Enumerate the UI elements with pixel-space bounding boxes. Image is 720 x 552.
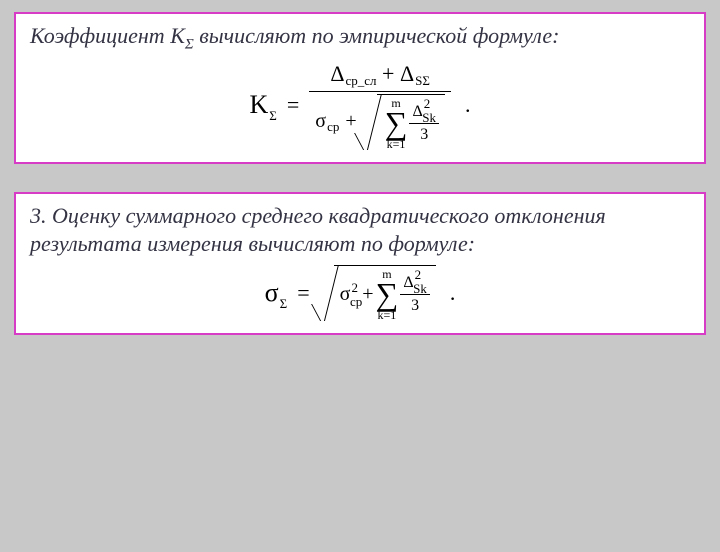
f1-den-sigma: σ — [315, 110, 326, 132]
f2-if-numsub: Sk — [413, 281, 427, 296]
f1-main-frac: Δср_сл + ΔSΣ σср + — [309, 61, 451, 150]
f1-eq: = — [287, 92, 299, 118]
f2-if-numsup: 2 — [415, 267, 422, 282]
f1-sqrt: m ∑ k=1 Δ2Sk 3 — [363, 94, 445, 150]
box-sigma-total: 3. Оценку суммарного среднего квадратиче… — [14, 192, 706, 335]
f1-num-d1: Δ — [330, 61, 344, 86]
f1-den: σср + m ∑ k=1 — [309, 94, 451, 150]
f1-if-numsub: Sk — [422, 110, 436, 125]
f1-num-d2: Δ — [400, 61, 414, 86]
intro1-sub: Σ — [185, 36, 194, 52]
intro1-tail: вычисляют по эмпирической формуле: — [194, 23, 560, 48]
f1-lhs: K Σ — [250, 90, 277, 120]
f1-sum-bot: k=1 — [387, 138, 406, 150]
f1-lhs-sub: Σ — [269, 108, 277, 124]
f2-t1-sup: 2 — [351, 280, 358, 295]
f2-plus: + — [362, 283, 373, 306]
f1-num-d2-sub: SΣ — [415, 73, 430, 88]
f2-inner-frac: Δ2Sk 3 — [400, 274, 430, 315]
f2-lhs-main: σ — [265, 278, 279, 308]
formula2: σ Σ = σ2ср + m ∑ k=1 — [30, 265, 690, 321]
f1-den-sigma-sub: ср — [327, 119, 339, 134]
f2-lhs: σ Σ — [265, 278, 288, 308]
f2-sqrt: σ2ср + m ∑ k=1 Δ2Sk 3 — [320, 265, 436, 321]
f2-period: . — [450, 280, 456, 306]
box1-intro: Коэффициент КΣ вычисляют по эмпирической… — [30, 22, 690, 55]
f1-num: Δср_сл + ΔSΣ — [324, 61, 436, 89]
formula1: K Σ = Δср_сл + ΔSΣ σср + — [30, 61, 690, 150]
box2-intro: 3. Оценку суммарного среднего квадратиче… — [30, 202, 690, 259]
f1-num-d1-sub: ср_сл — [346, 73, 377, 88]
f1-period: . — [465, 92, 471, 118]
f1-if-den: 3 — [417, 126, 431, 144]
f1-inner-frac: Δ2Sk 3 — [409, 103, 439, 144]
f1-num-plus: + — [382, 61, 400, 86]
intro1-text: Коэффициент К — [30, 23, 185, 48]
box-coefficient: Коэффициент КΣ вычисляют по эмпирической… — [14, 12, 706, 164]
f2-sum-bot: k=1 — [378, 309, 397, 321]
f2-eq: = — [297, 280, 309, 306]
f2-t1-sub: ср — [350, 294, 362, 309]
f1-if-numsup: 2 — [424, 96, 431, 111]
f1-den-plus: + — [345, 110, 356, 133]
f2-if-den: 3 — [408, 297, 422, 315]
f1-lhs-main: K — [250, 90, 269, 120]
f2-sum: m ∑ k=1 — [376, 268, 399, 321]
f2-lhs-sub: Σ — [280, 296, 288, 312]
